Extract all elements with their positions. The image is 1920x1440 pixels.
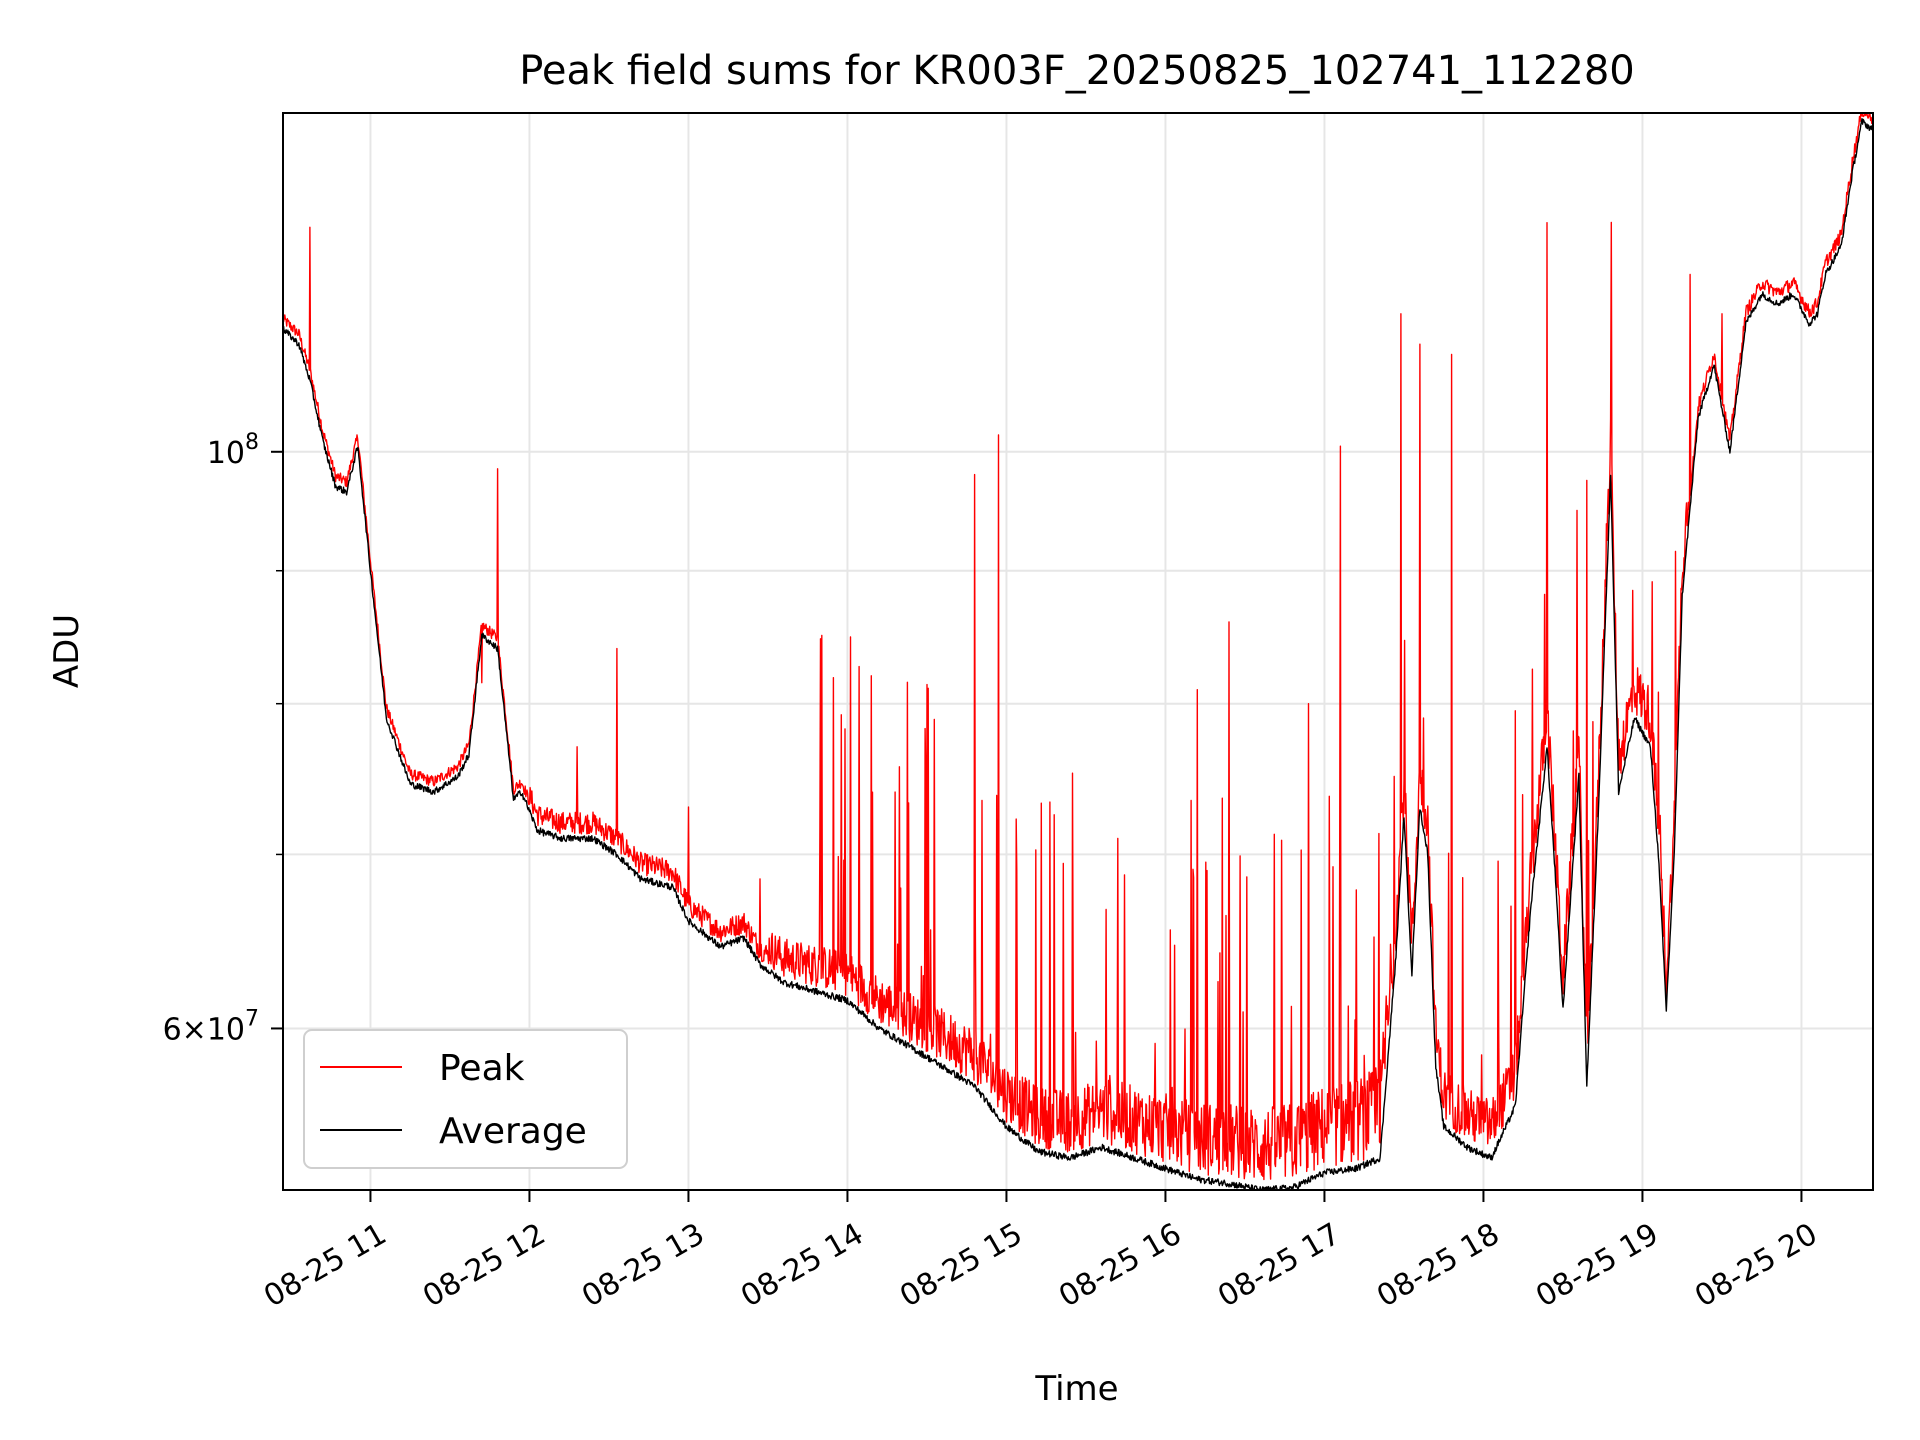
series-line-peak (283, 113, 1873, 1181)
legend-box (303, 1029, 628, 1169)
y-axis: 108 6×107 (163, 430, 283, 1047)
x-tick-label: 08-25 18 (1371, 1217, 1505, 1315)
legend: Peak Average (303, 1029, 628, 1169)
y-tick-label: 6×107 (163, 1006, 259, 1047)
chart-title: Peak field sums for KR003F_20250825_1027… (519, 48, 1635, 94)
series-line-average (283, 118, 1873, 1190)
x-tick-label: 08-25 17 (1212, 1217, 1346, 1315)
x-tick-label: 08-25 16 (1053, 1217, 1187, 1315)
grid (283, 113, 1873, 1190)
legend-peak-label: Peak (439, 1048, 525, 1089)
x-tick-label: 08-25 19 (1530, 1217, 1664, 1315)
x-axis: 08-25 11 08-25 12 08-25 13 08-25 14 08-25 15… (258, 1190, 1823, 1314)
x-tick-label: 08-25 20 (1689, 1217, 1823, 1315)
x-axis-label: Time (1034, 1369, 1118, 1409)
x-tick-label: 08-25 14 (735, 1217, 869, 1315)
x-tick-label: 08-25 13 (576, 1217, 710, 1315)
x-tick-label: 08-25 12 (417, 1217, 551, 1315)
y-tick-label: 108 (207, 430, 259, 471)
x-tick-label: 08-25 11 (258, 1217, 392, 1315)
legend-average-label: Average (439, 1111, 587, 1152)
x-tick-label: 08-25 15 (894, 1217, 1028, 1315)
y-axis-label: ADU (47, 614, 87, 688)
series-layer (283, 113, 1873, 1190)
plot-frame (282, 112, 1874, 1191)
